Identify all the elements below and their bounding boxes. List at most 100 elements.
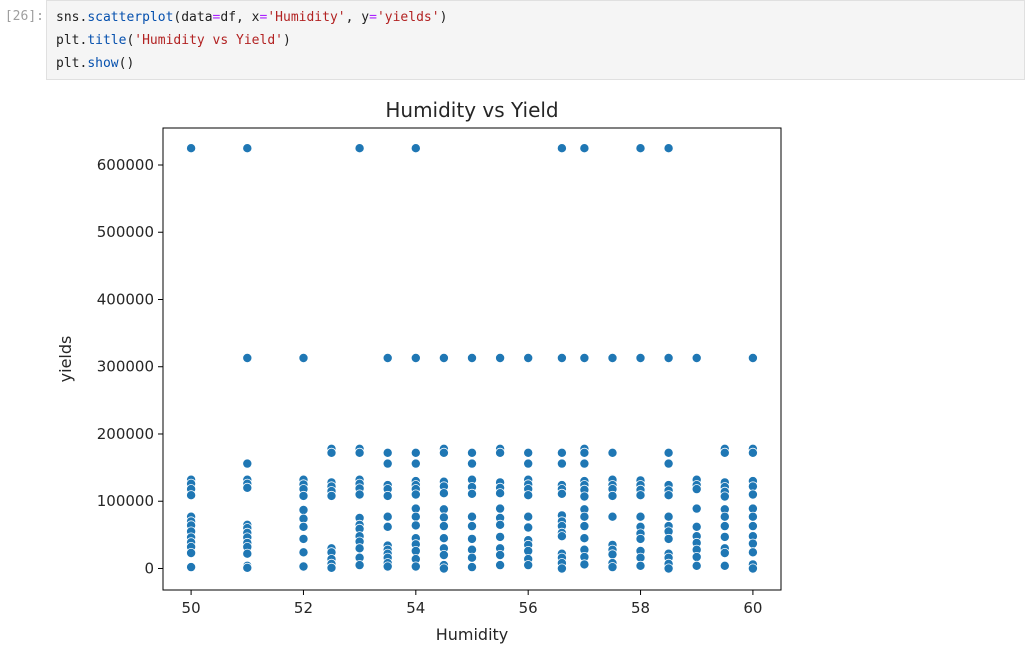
data-point: [354, 447, 365, 458]
data-point: [523, 511, 534, 522]
data-point: [579, 559, 590, 570]
data-point: [298, 533, 309, 544]
data-point: [579, 533, 590, 544]
data-point: [663, 533, 674, 544]
data-point: [663, 143, 674, 154]
data-point: [438, 521, 449, 532]
data-point: [466, 552, 477, 563]
data-point: [691, 352, 702, 363]
data-point: [635, 352, 646, 363]
data-point: [410, 489, 421, 500]
data-point: [242, 352, 253, 363]
data-point: [556, 143, 567, 154]
data-point: [719, 491, 730, 502]
data-point: [438, 488, 449, 499]
data-point: [438, 533, 449, 544]
data-point: [242, 143, 253, 154]
points-layer: [186, 143, 758, 574]
x-tick-label: 60: [743, 599, 762, 617]
data-point: [607, 562, 618, 573]
data-point: [635, 560, 646, 571]
data-point: [495, 549, 506, 560]
data-point: [579, 521, 590, 532]
data-point: [523, 560, 534, 571]
data-point: [354, 543, 365, 554]
code-token: plt.: [56, 56, 88, 71]
data-point: [186, 143, 197, 154]
data-point: [747, 511, 758, 522]
code-token: =: [259, 10, 268, 25]
data-point: [410, 143, 421, 154]
data-point: [382, 447, 393, 458]
data-point: [719, 521, 730, 532]
data-point: [635, 490, 646, 501]
y-tick-label: 500000: [97, 223, 154, 241]
data-point: [242, 458, 253, 469]
data-point: [495, 519, 506, 530]
data-point: [691, 560, 702, 571]
data-point: [607, 549, 618, 560]
data-point: [556, 563, 567, 574]
data-point: [635, 533, 646, 544]
data-point: [719, 447, 730, 458]
y-tick-label: 400000: [97, 290, 154, 308]
data-point: [663, 490, 674, 501]
y-tick-label: 200000: [97, 425, 154, 443]
data-point: [466, 533, 477, 544]
data-point: [719, 560, 730, 571]
data-point: [663, 511, 674, 522]
code-token: scatterplot: [87, 10, 174, 25]
code-token: 'Humidity': [267, 10, 346, 25]
data-point: [382, 490, 393, 501]
data-point: [466, 458, 477, 469]
data-point: [663, 563, 674, 574]
data-point: [438, 549, 449, 560]
data-point: [438, 352, 449, 363]
code-editor[interactable]: sns.scatterplot(data=df, x='Humidity', y…: [46, 0, 1025, 80]
data-point: [747, 563, 758, 574]
data-point: [579, 511, 590, 522]
data-point: [186, 562, 197, 573]
data-point: [298, 521, 309, 532]
data-point: [607, 352, 618, 363]
code-token: 'Humidity vs Yield': [134, 33, 283, 48]
data-point: [410, 561, 421, 572]
data-point: [186, 547, 197, 558]
code-token: (data: [173, 10, 213, 25]
data-point: [747, 521, 758, 532]
data-point: [354, 560, 365, 571]
data-point: [556, 352, 567, 363]
data-point: [326, 562, 337, 573]
data-point: [719, 547, 730, 558]
data-point: [747, 538, 758, 549]
data-point: [298, 561, 309, 572]
data-point: [410, 520, 421, 531]
data-point: [747, 489, 758, 500]
data-point: [466, 352, 477, 363]
data-point: [326, 447, 337, 458]
data-point: [523, 490, 534, 501]
code-line[interactable]: sns.scatterplot(data=df, x='Humidity', y…: [56, 10, 447, 25]
data-point: [298, 490, 309, 501]
code-token: title: [87, 33, 127, 48]
data-point: [747, 352, 758, 363]
data-point: [556, 531, 567, 542]
data-point: [466, 521, 477, 532]
ticks-layer: 50 52 54 56 58 60 0 100000 200000 300000 400000 500…: [97, 156, 763, 617]
data-point: [523, 522, 534, 533]
x-tick-label: 54: [406, 599, 425, 617]
data-point: [747, 547, 758, 558]
data-point: [298, 547, 309, 558]
y-tick-label: 300000: [97, 358, 154, 376]
data-point: [607, 511, 618, 522]
data-point: [579, 447, 590, 458]
code-token: , y: [345, 10, 370, 25]
y-tick-label: 100000: [97, 492, 154, 510]
data-point: [495, 447, 506, 458]
code-line[interactable]: plt.title('Humidity vs Yield'): [56, 33, 291, 48]
code-line[interactable]: plt.show(): [56, 56, 134, 71]
data-point: [495, 560, 506, 571]
data-point: [663, 447, 674, 458]
data-point: [607, 447, 618, 458]
